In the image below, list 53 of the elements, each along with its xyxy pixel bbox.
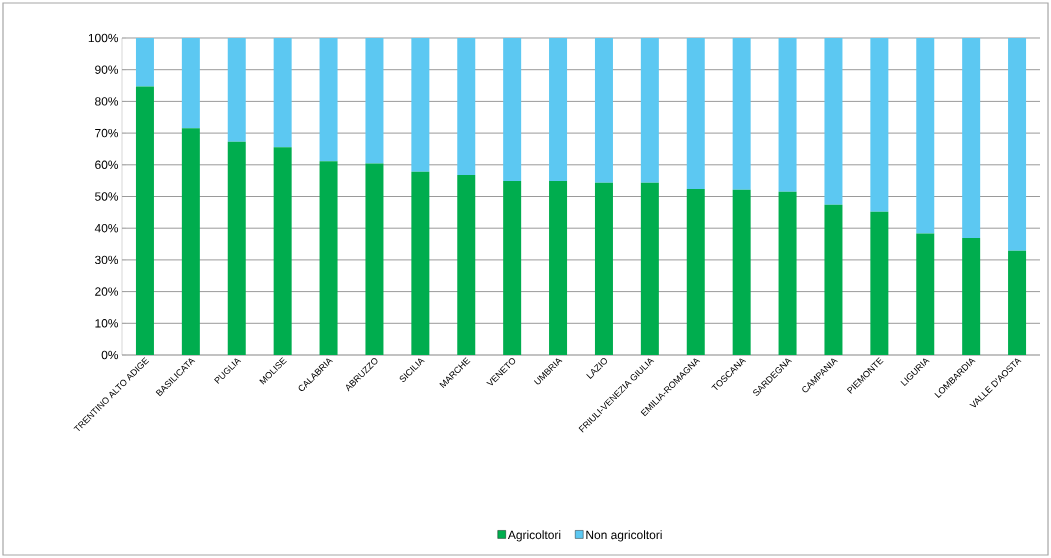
bar [457,174,476,355]
bar [181,128,200,355]
bar [778,191,797,355]
bar [135,38,154,87]
bar [227,38,246,142]
bar [916,233,935,355]
y-tick-label: 10% [95,319,119,328]
bar [594,38,613,183]
bar [273,38,292,148]
bar [365,38,384,164]
bar [870,211,889,355]
y-tick-label: 60% [95,160,119,170]
bar [319,38,338,162]
y-tick-label: 70% [95,128,119,138]
bar [824,38,843,205]
bar [824,204,843,355]
y-tick-label: 0% [101,350,119,360]
bar [916,38,935,234]
legend-label: Agricoltori [507,530,561,542]
bar [319,161,338,355]
bar [870,38,889,212]
bar [732,38,751,190]
bar [457,38,476,175]
bar [686,38,705,189]
bar [411,171,430,355]
bar [503,38,522,181]
y-tick-label: 90% [95,65,119,74]
bar [549,180,568,355]
y-tick-label: 20% [95,287,119,296]
bar [640,38,659,183]
legend-label: Non agricoltori [586,530,662,542]
bar [962,238,981,355]
bar [1008,250,1027,355]
bar [411,38,430,172]
bar [365,163,384,355]
bar [686,188,705,355]
bar [273,147,292,355]
bar [1008,38,1027,251]
bar [732,189,751,355]
y-tick-label: 80% [95,97,119,106]
bar [503,180,522,355]
y-tick-label: 100% [88,33,119,43]
bar [778,38,797,192]
y-tick-label: 50% [95,192,119,201]
bar [549,38,568,181]
bar [962,38,981,239]
bar [640,182,659,355]
y-tick-label: 30% [95,255,119,265]
bar [181,38,200,129]
bar [227,141,246,355]
bar [594,182,613,355]
y-tick-label: 40% [94,223,119,233]
bar [135,86,154,355]
